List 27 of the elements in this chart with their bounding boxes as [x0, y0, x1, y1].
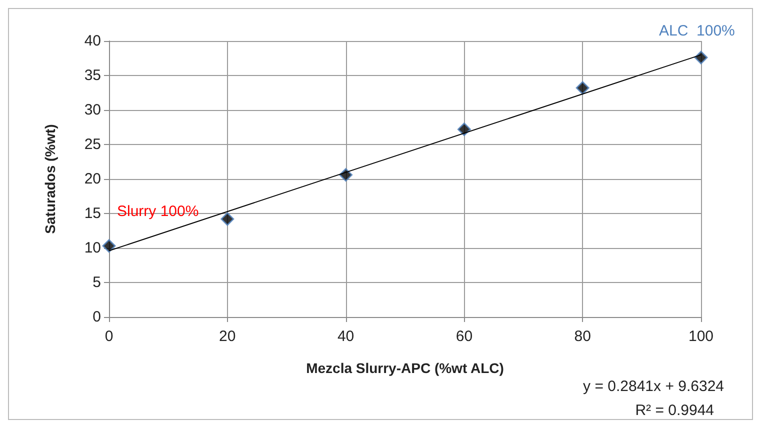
- y-tick-label: 10: [84, 240, 101, 256]
- point: [694, 50, 708, 64]
- text: R² = 0.9944: [635, 402, 714, 419]
- y-tick-label: 25: [84, 136, 101, 153]
- annotation: Slurry 100%: [117, 202, 199, 220]
- point: [339, 168, 353, 182]
- y-tick-label: 35: [84, 67, 101, 84]
- annotation: ALC 100%: [659, 22, 735, 40]
- y-axis-title: Saturados (%wt): [42, 124, 58, 234]
- x-tick-label: 60: [456, 328, 473, 345]
- y-tick-label: 15: [84, 205, 101, 222]
- text: y = 0.2841x + 9.6324: [583, 378, 724, 395]
- x-tick-label: 20: [219, 328, 236, 345]
- y-tick-label: 0: [92, 308, 101, 326]
- y-tick-label: 5: [92, 274, 101, 291]
- y-tick-label: 40: [84, 32, 101, 50]
- x-tick-label: 0: [104, 328, 114, 345]
- point: [457, 122, 471, 136]
- point: [220, 212, 234, 226]
- y-tick-label: 20: [84, 170, 101, 188]
- x-tick-label: 80: [574, 328, 591, 345]
- point: [576, 81, 590, 95]
- x-axis-title: Mezcla Slurry-APC (%wt ALC): [306, 360, 504, 376]
- x-tick-label: 40: [337, 328, 354, 345]
- x-tick-label: 100: [688, 328, 714, 345]
- point: [102, 239, 116, 253]
- y-tick-label: 30: [84, 102, 101, 118]
